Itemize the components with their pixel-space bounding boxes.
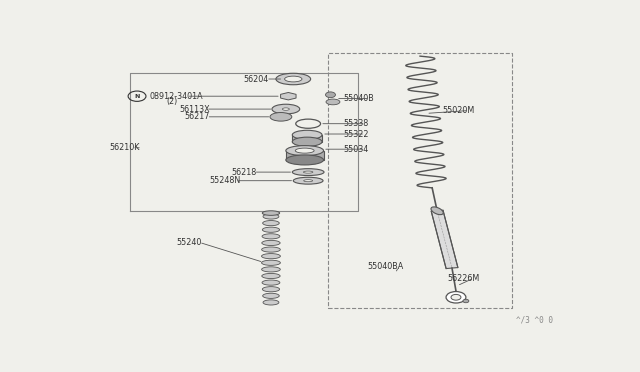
Ellipse shape — [262, 247, 280, 252]
Text: 56210K: 56210K — [110, 143, 140, 152]
Text: (2): (2) — [167, 97, 178, 106]
Ellipse shape — [292, 169, 324, 176]
Ellipse shape — [262, 221, 279, 226]
Ellipse shape — [303, 171, 313, 173]
Text: 56204: 56204 — [244, 74, 269, 83]
Polygon shape — [280, 93, 296, 100]
Ellipse shape — [282, 108, 289, 110]
Ellipse shape — [263, 214, 279, 219]
Ellipse shape — [296, 119, 321, 128]
Ellipse shape — [286, 145, 324, 155]
Text: 55240: 55240 — [177, 238, 202, 247]
Text: 55338: 55338 — [343, 119, 368, 128]
Text: 55248N: 55248N — [209, 176, 240, 185]
Ellipse shape — [262, 260, 280, 265]
Text: 56217: 56217 — [184, 112, 209, 121]
Ellipse shape — [272, 104, 300, 114]
Text: 55040B: 55040B — [343, 94, 374, 103]
Ellipse shape — [262, 240, 280, 246]
Text: 56226M: 56226M — [447, 273, 479, 283]
Text: 55040BA: 55040BA — [367, 262, 404, 271]
Ellipse shape — [262, 227, 280, 232]
Text: 55034: 55034 — [343, 145, 368, 154]
Text: 56218: 56218 — [231, 168, 257, 177]
Ellipse shape — [304, 180, 312, 182]
Text: 08912-3401A: 08912-3401A — [150, 92, 203, 101]
Text: 55322: 55322 — [343, 129, 369, 138]
FancyBboxPatch shape — [292, 135, 322, 142]
Ellipse shape — [285, 76, 302, 82]
Ellipse shape — [292, 130, 322, 140]
Ellipse shape — [262, 287, 280, 292]
Text: ^/3 ^0 0: ^/3 ^0 0 — [516, 315, 554, 324]
Ellipse shape — [292, 137, 322, 146]
Text: 56113X: 56113X — [179, 105, 210, 113]
Ellipse shape — [262, 254, 280, 259]
Ellipse shape — [263, 300, 279, 305]
Circle shape — [463, 299, 469, 303]
Ellipse shape — [286, 155, 324, 165]
Polygon shape — [431, 210, 458, 269]
Ellipse shape — [295, 148, 314, 153]
Circle shape — [446, 292, 466, 303]
Circle shape — [451, 294, 461, 300]
Circle shape — [326, 92, 335, 97]
Ellipse shape — [262, 273, 280, 279]
Ellipse shape — [276, 73, 310, 85]
Text: N: N — [134, 94, 140, 99]
Ellipse shape — [431, 207, 444, 215]
Ellipse shape — [262, 211, 280, 215]
Ellipse shape — [270, 112, 292, 121]
Ellipse shape — [262, 280, 280, 285]
FancyBboxPatch shape — [286, 151, 324, 160]
Ellipse shape — [262, 267, 280, 272]
Text: 55020M: 55020M — [442, 106, 474, 115]
Ellipse shape — [262, 293, 279, 298]
Ellipse shape — [326, 99, 340, 105]
Ellipse shape — [293, 177, 323, 184]
Ellipse shape — [262, 234, 280, 239]
